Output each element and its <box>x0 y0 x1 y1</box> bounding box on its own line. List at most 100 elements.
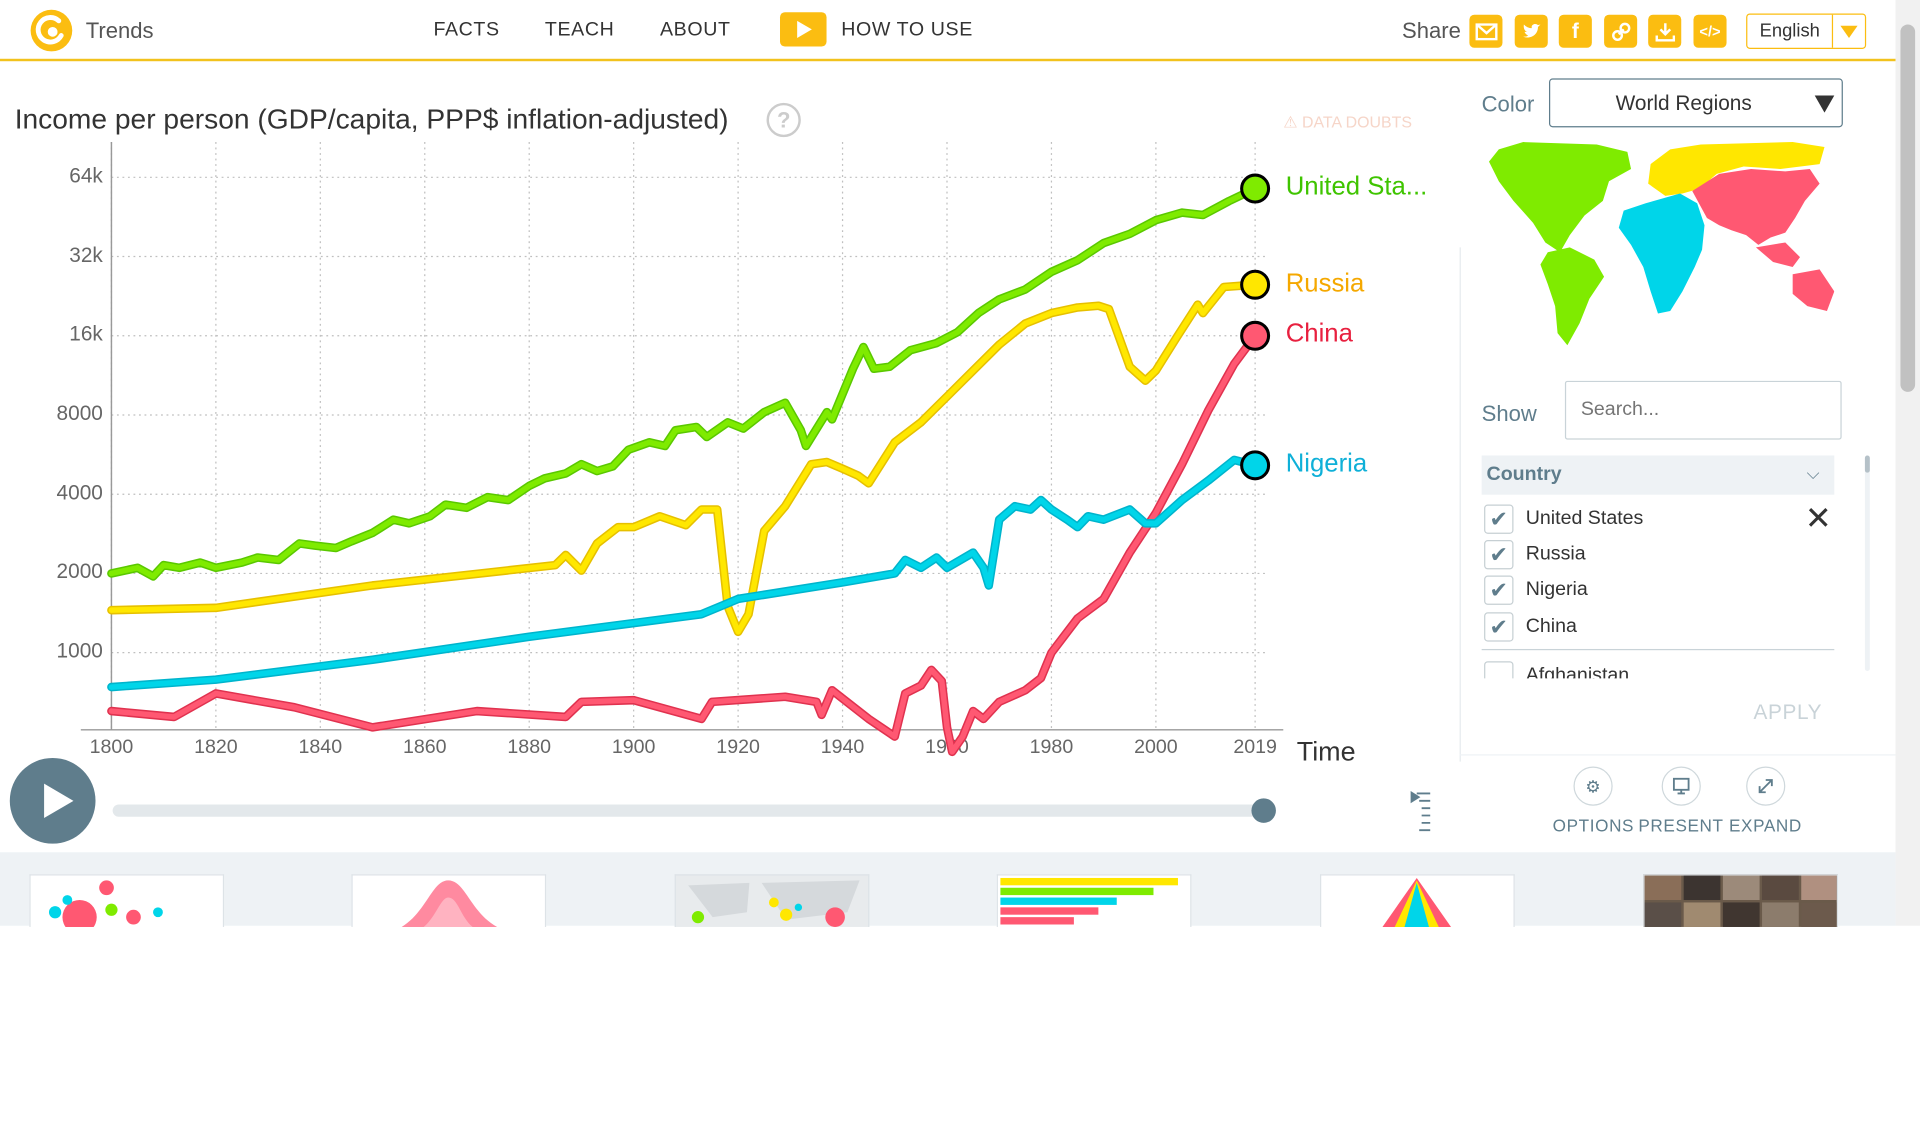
checkmark-icon: ✔ <box>1489 614 1509 639</box>
color-label: Color <box>1481 91 1535 117</box>
page-scrollbar[interactable] <box>1895 0 1920 926</box>
x-tick-label: 2019 <box>1233 737 1277 758</box>
country-name: Russia <box>1525 543 1586 565</box>
help-icon[interactable]: ? <box>766 102 801 138</box>
time-slider-thumb[interactable] <box>1251 798 1276 823</box>
play-video-icon <box>780 12 827 47</box>
series-line-china-end-marker <box>1240 320 1271 351</box>
country-name: Afghanistan <box>1525 664 1630 679</box>
color-select-value: World Regions <box>1615 91 1752 116</box>
x-tick-label: 1920 <box>716 737 760 758</box>
country-checkbox[interactable]: ✔ <box>1484 540 1514 570</box>
dropdown-arrow-icon <box>1814 95 1835 113</box>
country-name: Nigeria <box>1525 579 1588 601</box>
series-line-nigeria-end-marker <box>1240 450 1271 481</box>
y-tick-label: 8000 <box>56 401 103 425</box>
country-checkbox[interactable]: ✔ <box>1484 504 1514 534</box>
show-label: Show <box>1481 401 1537 427</box>
options-button[interactable]: ⚙ OPTIONS <box>1552 766 1635 836</box>
x-tick-label: 1860 <box>402 737 447 758</box>
country-list-divider <box>1481 648 1835 651</box>
country-checkbox[interactable]: ✔ <box>1484 575 1514 605</box>
y-tick-label: 2000 <box>56 559 103 584</box>
country-list-header[interactable]: Country ⌵ <box>1481 455 1835 495</box>
checkmark-icon: ✔ <box>1489 541 1509 567</box>
x-tick-label: 1940 <box>820 737 865 758</box>
x-axis-label: Time <box>1296 735 1356 767</box>
country-name: China <box>1525 615 1577 637</box>
expand-button[interactable]: EXPAND <box>1728 766 1802 836</box>
share-label: Share <box>1402 18 1461 43</box>
data-doubts-label: DATA DOUBTS <box>1301 112 1412 132</box>
series-labels: United Sta... Russia China Nigeria <box>1285 172 1428 478</box>
y-tick-label: 1000 <box>56 639 103 663</box>
embed-icon[interactable]: </> <box>1693 14 1727 48</box>
country-checkbox[interactable]: ✔ <box>1484 612 1514 642</box>
series-label[interactable]: Russia <box>1285 268 1365 297</box>
data-doubts-link[interactable]: ⚠ DATA DOUBTS <box>1283 113 1412 133</box>
top-header: Trends FACTS TEACH ABOUT HOW TO USE Shar… <box>0 0 1896 62</box>
apply-button[interactable]: APPLY <box>1753 700 1823 724</box>
logo-icon[interactable] <box>29 9 73 53</box>
series-line-china <box>108 333 1258 755</box>
expand-label: EXPAND <box>1728 815 1802 836</box>
color-select[interactable]: World Regions <box>1548 78 1843 128</box>
list-item[interactable]: ✔ United States <box>1484 504 1644 534</box>
list-item[interactable]: ✔ Russia <box>1484 540 1586 570</box>
line-chart[interactable] <box>0 0 1457 784</box>
download-icon[interactable] <box>1648 14 1682 48</box>
time-slider-track[interactable] <box>112 804 1264 817</box>
mountain-chart-thumbnail[interactable] <box>351 874 547 927</box>
nav-teach[interactable]: TEACH <box>544 19 615 41</box>
country-list-scrollbar[interactable] <box>1864 455 1870 672</box>
map-chart-thumbnail[interactable] <box>674 874 870 927</box>
dollar-street-thumbnail[interactable] <box>1643 874 1838 927</box>
list-item[interactable]: ✔ Nigeria <box>1484 575 1588 605</box>
country-name: United States <box>1525 508 1644 529</box>
nav-facts[interactable]: FACTS <box>433 19 500 41</box>
chevron-down-icon: ⌵ <box>1806 462 1820 483</box>
checkmark-icon: ✔ <box>1489 506 1509 531</box>
present-button[interactable]: PRESENT <box>1638 766 1723 835</box>
series-label[interactable]: China <box>1285 319 1353 348</box>
gear-icon: ⚙ <box>1573 766 1613 806</box>
y-tick-label: 4000 <box>56 480 103 504</box>
world-regions-map[interactable] <box>1487 140 1835 351</box>
language-select[interactable]: English <box>1746 13 1867 49</box>
series-label[interactable]: Nigeria <box>1285 449 1368 478</box>
country-checkbox[interactable] <box>1484 661 1514 679</box>
bubbles-chart-thumbnail[interactable] <box>29 874 225 927</box>
list-item[interactable]: Afghanistan <box>1484 661 1630 679</box>
y-tick-label: 64k <box>69 163 103 188</box>
side-panel: Color World Regions Show Country ⌵ ✔ Uni… <box>1459 59 1896 852</box>
list-item[interactable]: ✔ China <box>1484 612 1577 642</box>
logo-text[interactable]: Trends <box>85 18 154 43</box>
series-label[interactable]: United Sta... <box>1285 172 1428 201</box>
warning-icon: ⚠ <box>1283 112 1298 132</box>
facebook-icon[interactable]: f <box>1558 14 1592 48</box>
clear-selection-icon[interactable]: ✕ <box>1804 499 1832 537</box>
panel-divider <box>1459 754 1896 756</box>
mail-icon[interactable] <box>1469 14 1503 48</box>
chart-title[interactable]: Income per person (GDP/capita, PPP$ infl… <box>14 102 729 135</box>
search-input[interactable] <box>1564 380 1842 440</box>
speed-control-icon[interactable] <box>1409 789 1431 836</box>
x-tick-label: 1800 <box>89 737 134 758</box>
nav-about[interactable]: ABOUT <box>660 19 731 41</box>
series-line-united-sta-end-marker <box>1240 173 1271 204</box>
age-pyramid-thumbnail[interactable] <box>1320 874 1515 927</box>
twitter-icon[interactable] <box>1514 14 1548 48</box>
present-icon <box>1661 766 1701 806</box>
ranks-chart-thumbnail[interactable] <box>996 874 1192 927</box>
country-list: ✔ United States ✕ ✔ Russia ✔ Nigeria ✔ C… <box>1460 495 1852 679</box>
series-line-nigeria <box>108 457 1258 690</box>
how-to-use-label: HOW TO USE <box>841 19 973 41</box>
link-icon[interactable] <box>1604 14 1638 48</box>
play-button[interactable] <box>9 757 96 844</box>
series-line-united-sta <box>108 185 1258 580</box>
options-label: OPTIONS <box>1552 815 1635 836</box>
series-line-russia-end-marker <box>1240 269 1271 300</box>
expand-icon <box>1745 766 1786 806</box>
x-tick-label: 1880 <box>507 737 551 758</box>
country-header-label: Country <box>1486 464 1562 485</box>
